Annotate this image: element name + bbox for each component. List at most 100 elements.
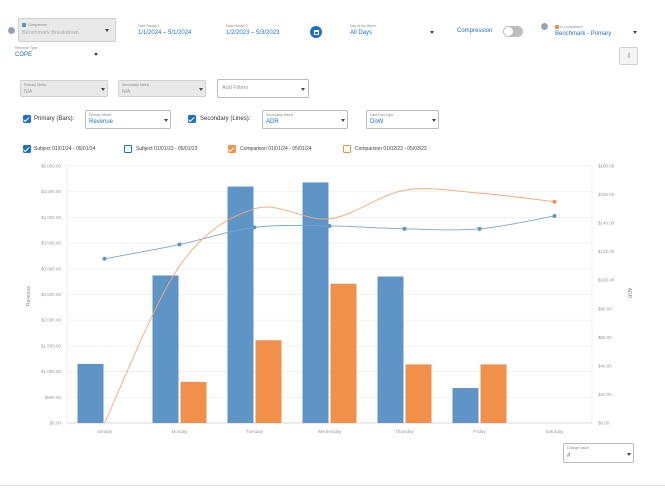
compression-toggle[interactable] <box>503 26 523 37</box>
benchmark-value: Benchmark - Primary <box>555 31 612 37</box>
date-range-1-value: 1/1/2024 – 5/1/2024 <box>138 30 192 36</box>
y-tick-label: $2,500.00 <box>41 292 62 297</box>
primary-bars-checkbox[interactable] <box>23 115 31 123</box>
y-tick-label: $4,000.00 <box>41 215 62 220</box>
toggle-knob <box>504 27 513 36</box>
chevron-down-icon <box>94 53 98 56</box>
secondary-filter-label: Secondary Metric <box>122 83 150 87</box>
legend-label-comparison-2024: Comparison 01/01/24 - 05/01/24 <box>240 146 312 152</box>
primary-filter-select[interactable]: Primary Metric N/A <box>20 80 108 97</box>
change-value-value: # <box>567 453 571 459</box>
legend-checkbox-comparison-2023[interactable] <box>343 145 351 153</box>
y2-tick-label: $160.00 <box>598 192 615 197</box>
calendar-button[interactable] <box>310 26 322 38</box>
legend-checkbox-comparison-2024[interactable] <box>228 145 236 153</box>
line-point-comparison <box>552 199 557 204</box>
info-icon <box>541 23 548 30</box>
chevron-down-icon <box>341 119 345 122</box>
legend-label-comparison-2023: Comparison 01/02/23 - 05/03/23 <box>355 146 427 152</box>
bottom-divider <box>0 485 665 486</box>
download-button[interactable]: ⇩ <box>619 47 638 65</box>
chevron-down-icon <box>430 31 434 34</box>
legend-label-subject-2023: Subject 01/01/23 - 05/01/23 <box>136 146 198 152</box>
date-range-2-select[interactable]: Date Range 2 1/2/2023 – 5/3/2023 <box>226 24 301 40</box>
revenue-type-select[interactable]: Revenue Type COPE <box>15 46 100 62</box>
benchmark-select[interactable]: in Comparison Benchmark - Primary <box>541 22 641 42</box>
y-tick-label: $3,000.00 <box>41 266 62 271</box>
y-tick-label: $1,500.00 <box>41 343 62 348</box>
y-tick-label: $5,000.00 <box>41 164 62 169</box>
line-point-subject <box>327 223 332 228</box>
x-tick-label: Sunday <box>97 429 113 434</box>
calendar-icon <box>313 29 319 35</box>
legend-checkbox-subject-2023[interactable] <box>124 145 132 153</box>
line-point-subject <box>477 226 482 231</box>
chevron-down-icon <box>101 88 105 91</box>
comparison-label: Comparison <box>28 23 47 27</box>
primary-metric-select[interactable]: Primary Metric Revenue <box>85 110 171 129</box>
date-range-1-select[interactable]: Date Range 1 1/1/2024 – 5/1/2024 <box>138 24 213 40</box>
x-tick-label: Saturday <box>545 429 564 434</box>
secondary-metric-select[interactable]: Secondary Metric ADR <box>262 110 348 129</box>
comparison-value: Benchmark Breakdown <box>22 30 79 36</box>
line-point-subject <box>252 225 257 230</box>
date-range-1-label: Date Range 1 <box>138 24 160 28</box>
y-tick-label: $4,500.00 <box>41 189 62 194</box>
revenue-type-label: Revenue Type <box>15 46 38 50</box>
secondary-lines-label: Secondary (Lines): <box>200 116 251 122</box>
y-axis-label: Revenue <box>26 286 32 306</box>
bar-comparison <box>255 340 282 423</box>
line-comparison-adr <box>104 188 555 424</box>
comparison-color-swatch <box>22 23 26 27</box>
x-tick-label: Tuesday <box>246 429 264 434</box>
line-point-subject <box>102 256 107 261</box>
download-icon: ⇩ <box>626 53 632 60</box>
y2-tick-label: $20.00 <box>598 392 612 397</box>
data-part-type-label: Data Part Type <box>370 113 394 117</box>
add-filters-select[interactable]: Add Filters <box>217 79 309 98</box>
legend-checkbox-subject-2024[interactable] <box>23 145 31 153</box>
primary-metric-label: Primary Metric <box>89 113 112 117</box>
y2-tick-label: $0.00 <box>598 421 610 426</box>
secondary-metric-value: ADR <box>266 119 279 125</box>
line-point-subject <box>552 213 557 218</box>
bar-comparison <box>405 364 432 423</box>
bar-subject <box>377 276 404 423</box>
y2-tick-label: $180.00 <box>598 164 615 169</box>
y2-tick-label: $140.00 <box>598 221 615 226</box>
day-of-week-label: Day of the Week <box>350 24 376 28</box>
benchmark-color-swatch <box>555 25 559 29</box>
y2-tick-label: $60.00 <box>598 335 612 340</box>
chevron-down-icon <box>199 88 203 91</box>
y2-axis-label: ADR <box>626 288 632 299</box>
secondary-lines-checkbox[interactable] <box>188 115 196 123</box>
line-point-subject <box>402 226 407 231</box>
y-tick-label: $3,500.00 <box>41 241 62 246</box>
legend-label-subject-2024: Subject 01/01/24 - 05/01/24 <box>34 146 96 152</box>
bar-comparison <box>480 364 507 423</box>
primary-metric-value: Revenue <box>89 119 114 125</box>
y2-tick-label: $40.00 <box>598 363 612 368</box>
y2-tick-label: $80.00 <box>598 306 612 311</box>
change-value-label: Change Value <box>567 446 589 450</box>
bar-subject <box>302 182 329 423</box>
date-range-2-label: Date Range 2 <box>226 24 248 28</box>
bar-subject <box>152 275 179 423</box>
secondary-filter-select[interactable]: Secondary Metric N/A <box>118 80 206 97</box>
y2-tick-label: $100.00 <box>598 278 615 283</box>
add-filters-placeholder: Add Filters <box>222 85 249 91</box>
day-of-week-select[interactable]: Day of the Week All Days <box>350 24 436 40</box>
bar-comparison <box>330 283 357 423</box>
chevron-down-icon <box>627 453 631 456</box>
comparison-select[interactable]: Comparison Benchmark Breakdown <box>8 18 116 42</box>
line-subject-adr <box>104 215 555 260</box>
change-value-select[interactable]: Change Value # <box>563 443 634 463</box>
y-tick-label: $500.00 <box>45 395 62 400</box>
info-icon <box>8 27 15 34</box>
compression-label: Compression <box>457 28 493 34</box>
y-tick-label: $0.00 <box>50 421 62 426</box>
data-part-type-select[interactable]: Data Part Type DoW <box>366 110 439 129</box>
chevron-down-icon <box>432 119 436 122</box>
primary-filter-label: Primary Metric <box>24 83 47 87</box>
